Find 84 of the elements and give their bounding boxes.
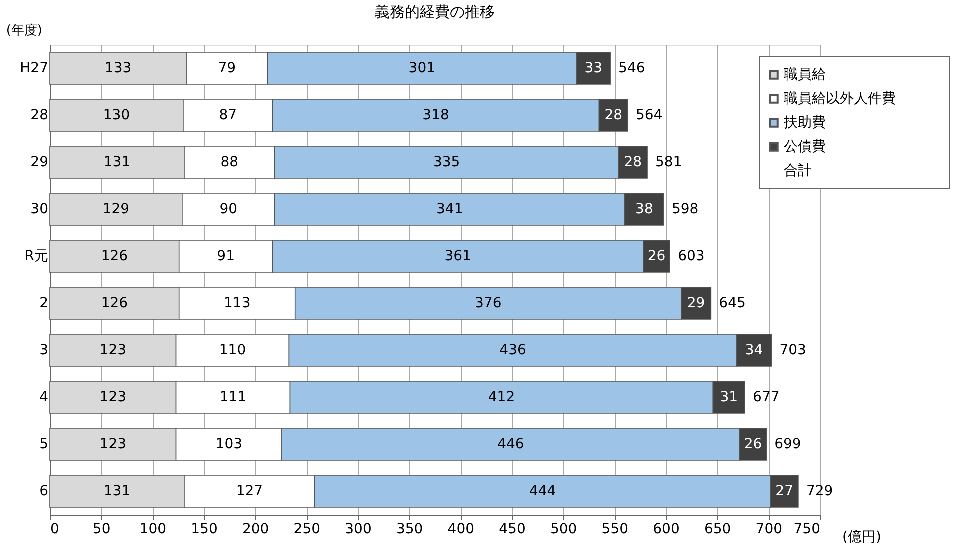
data-label: 335	[433, 154, 460, 170]
x-tick-label: 250	[294, 522, 321, 538]
data-label: 29	[687, 296, 706, 312]
y-axis-title: (年度)	[6, 22, 42, 38]
data-label: 129	[102, 202, 130, 218]
data-label: 376	[475, 296, 502, 312]
x-tick-label: 200	[242, 522, 270, 538]
data-label: 28	[604, 108, 623, 124]
data-label: 27	[776, 484, 794, 500]
y-tick-label: 6	[40, 484, 49, 500]
data-label: 133	[104, 60, 132, 76]
x-tick-label: 750	[794, 522, 820, 538]
x-tick-label: 600	[653, 522, 680, 538]
y-tick-label: R元	[24, 248, 48, 264]
data-label: 131	[104, 154, 131, 170]
data-label: 126	[101, 296, 128, 312]
data-label: 26	[744, 436, 762, 452]
data-label: 444	[529, 484, 556, 500]
data-label: 131	[104, 484, 131, 500]
legend-label: 職員給以外人件費	[784, 91, 896, 107]
data-label: 33	[584, 60, 603, 76]
total-label: 564	[636, 108, 663, 124]
chart-title: 義務的経費の推移	[375, 3, 495, 21]
x-tick-label: 0	[50, 522, 60, 538]
total-label: 677	[753, 390, 780, 406]
y-tick-label: 3	[40, 342, 48, 358]
data-label: 113	[224, 296, 251, 312]
data-label: 111	[220, 390, 247, 406]
data-label: 90	[220, 202, 238, 218]
data-label: 446	[498, 436, 524, 452]
total-label: 645	[719, 296, 746, 312]
data-label: 103	[216, 436, 243, 452]
x-tick-label: 400	[448, 522, 475, 538]
total-label: 603	[678, 248, 705, 264]
data-label: 130	[103, 108, 130, 124]
total-label: 729	[806, 484, 834, 500]
legend-label: 職員給	[784, 67, 826, 83]
legend-label: 扶助費	[783, 115, 826, 131]
data-label: 123	[100, 436, 127, 452]
data-label: 127	[236, 484, 264, 500]
y-tick-label: 30	[30, 202, 48, 218]
y-tick-label: 2	[40, 296, 48, 312]
y-tick-label: H27	[20, 60, 48, 76]
data-label: 34	[745, 342, 764, 358]
x-axis-title: (億円)	[842, 530, 882, 546]
total-label: 699	[774, 436, 802, 452]
annotation: 合計	[784, 163, 812, 179]
total-label: 598	[672, 202, 699, 218]
y-tick-label: 28	[30, 108, 48, 124]
x-tick-label: 50	[92, 522, 111, 538]
x-tick-label: 650	[704, 522, 732, 538]
data-label: 38	[636, 202, 654, 218]
total-label: 546	[618, 60, 646, 76]
x-tick-label: 700	[756, 522, 783, 538]
data-label: 301	[408, 60, 436, 76]
legend-label: 公債費	[784, 139, 826, 155]
y-tick-label: 29	[30, 154, 48, 170]
data-label: 361	[444, 248, 472, 264]
data-label: 123	[100, 390, 127, 406]
x-tick-label: 550	[602, 522, 629, 538]
y-tick-label: 5	[40, 436, 48, 452]
x-tick-label: 300	[345, 522, 372, 538]
total-label: 581	[656, 154, 682, 170]
x-tick-label: 100	[140, 522, 167, 538]
total-label: 703	[780, 342, 806, 358]
data-label: 88	[220, 154, 239, 170]
data-label: 318	[422, 108, 450, 124]
x-tick-label: 350	[396, 522, 424, 538]
data-label: 110	[219, 342, 246, 358]
y-tick-label: 4	[40, 390, 49, 406]
data-label: 79	[218, 60, 236, 76]
data-label: 412	[488, 390, 516, 406]
data-label: 28	[624, 154, 642, 170]
data-label: 436	[500, 342, 526, 358]
data-label: 126	[101, 248, 128, 264]
data-label: 31	[720, 390, 738, 406]
data-label: 341	[436, 202, 464, 218]
data-label: 123	[100, 342, 127, 358]
data-label: 26	[648, 248, 666, 264]
x-tick-label: 150	[191, 522, 218, 538]
data-label: 91	[217, 248, 235, 264]
x-tick-label: 450	[499, 522, 526, 538]
x-tick-label: 500	[550, 522, 578, 538]
data-label: 87	[219, 108, 238, 124]
